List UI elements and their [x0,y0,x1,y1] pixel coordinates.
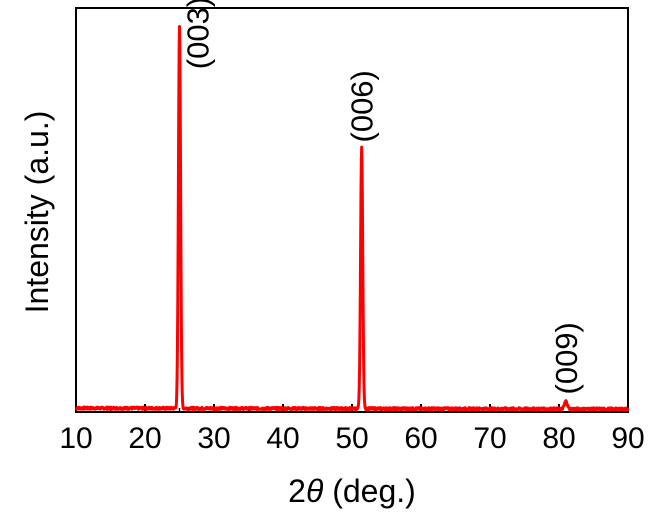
x-tick-label: 10 [59,422,92,455]
x-axis-title-suffix: (deg.) [323,473,415,509]
x-axis-tick-labels: 10 20 30 40 50 60 70 80 90 [59,422,644,455]
x-tick-label: 60 [404,422,437,455]
x-axis-title-symbol: θ [306,473,324,509]
x-tick-label: 90 [611,422,644,455]
x-tick-label: 80 [542,422,575,455]
x-axis-title-prefix: 2 [288,473,306,509]
x-tick-label: 50 [335,422,368,455]
x-tick-label: 40 [266,422,299,455]
peak-label: (003) [181,0,216,69]
peak-label: (006) [345,70,380,142]
x-tick-label: 20 [128,422,161,455]
x-axis-title: 2θ (deg.) [288,473,416,509]
peak-label: (009) [549,322,584,394]
y-axis-title: Intensity (a.u.) [19,111,55,314]
xrd-pattern-line [74,25,630,412]
plot-border [75,7,629,413]
peak-labels: (003) (006) (009) [181,0,584,395]
x-tick-label: 70 [473,422,506,455]
plot-frame [75,7,629,413]
x-tick-label: 30 [197,422,230,455]
